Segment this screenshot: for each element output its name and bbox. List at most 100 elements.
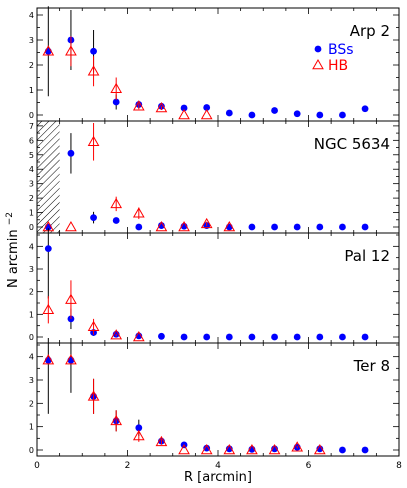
- bss-point: [248, 111, 256, 119]
- hb-point: [87, 390, 100, 401]
- series-hb: [42, 280, 145, 342]
- hb-point: [155, 101, 168, 113]
- hb-point: [291, 441, 304, 452]
- bss-point: [203, 104, 211, 111]
- y-tick-label: 0: [29, 446, 34, 455]
- bss-point: [293, 110, 301, 118]
- y-tick-label: 1: [29, 423, 34, 432]
- bss-point: [203, 333, 211, 341]
- hb-point: [42, 303, 55, 315]
- panel: 0 1 2 3 4 5 6 7 NGC 5634: [29, 120, 400, 234]
- y-tick-label: 1: [29, 86, 34, 95]
- bss-point: [90, 47, 97, 55]
- y-tick-label: 2: [29, 399, 34, 408]
- hb-point: [223, 443, 236, 455]
- hb-point: [313, 443, 326, 455]
- panel: 0 1 2 3 4 Ter 8: [29, 338, 400, 457]
- hb-point: [200, 108, 213, 120]
- hb-point: [110, 82, 123, 93]
- y-tick-label: 3: [29, 376, 34, 385]
- y-tick-label: 2: [29, 61, 34, 70]
- x-tick-label: 2: [125, 461, 131, 471]
- hb-point: [87, 135, 100, 147]
- hb-point: [200, 217, 213, 229]
- panel-frame: [36, 342, 400, 457]
- hb-point: [132, 330, 145, 342]
- bss-point: [361, 223, 369, 231]
- bss-point: [248, 333, 256, 341]
- y-tick-label: 6: [29, 136, 34, 145]
- bss-point: [293, 223, 301, 231]
- y-tick-label: 1: [29, 310, 34, 319]
- y-tick-label: 0: [29, 223, 34, 232]
- x-axis-label: R [arcmin]: [184, 470, 252, 485]
- bss-point: [112, 217, 120, 224]
- hb-point: [65, 45, 77, 56]
- x-tick-label: 8: [396, 461, 402, 471]
- bss-point: [225, 333, 233, 341]
- bss-point: [248, 223, 256, 231]
- bss-point: [180, 333, 188, 341]
- bss-point: [90, 214, 97, 222]
- hatched-region: [37, 121, 60, 233]
- y-tick-label: 3: [29, 265, 34, 274]
- y-axis-label: N arcmin −2: [5, 212, 21, 288]
- y-tick-label: 2: [29, 194, 34, 203]
- y-tick-label: 1: [29, 209, 34, 218]
- legend-bss-label: BSs: [328, 42, 354, 58]
- y-tick-label: 4: [29, 11, 34, 20]
- y-axis-label-main: N arcmin: [6, 229, 21, 288]
- panel: 0 1 2 3 4 Pal 12: [29, 228, 400, 344]
- hb-point: [132, 207, 145, 218]
- bss-point: [180, 104, 188, 112]
- bss-point: [339, 223, 346, 231]
- y-tick-label: 7: [29, 122, 34, 131]
- hb-point: [246, 443, 258, 455]
- bss-point: [271, 107, 278, 114]
- hb-point: [155, 220, 168, 232]
- legend-bss-marker: [314, 45, 322, 53]
- hb-point: [132, 100, 145, 111]
- hb-point: [42, 45, 55, 56]
- y-tick-label: 0: [29, 111, 34, 120]
- bss-point: [339, 333, 346, 341]
- hb-point: [200, 443, 213, 455]
- hb-point: [178, 108, 190, 120]
- panel-title: NGC 5634: [314, 135, 390, 153]
- bss-point: [339, 446, 346, 454]
- series-hb: [42, 36, 213, 120]
- y-tick-label: 4: [29, 353, 34, 362]
- bss-point: [293, 333, 301, 341]
- legend-hb-marker: [312, 58, 324, 70]
- y-tick-label: 4: [29, 242, 34, 251]
- x-axis: 0 2 4 6 8: [34, 461, 402, 471]
- panel-title: Arp 2: [350, 22, 390, 40]
- y-tick-label: 0: [29, 333, 34, 342]
- panel-title: Ter 8: [353, 357, 390, 375]
- hb-point: [268, 443, 281, 455]
- hb-point: [178, 443, 190, 455]
- bss-point: [158, 222, 165, 229]
- bss-point: [203, 444, 211, 452]
- y-tick-label: 3: [29, 180, 34, 189]
- panel-title: Pal 12: [344, 247, 390, 265]
- hb-point: [110, 329, 123, 340]
- bss-point: [158, 332, 165, 340]
- x-tick-label: 6: [306, 461, 312, 471]
- hb-point: [110, 197, 123, 209]
- hb-point: [132, 429, 145, 441]
- series-bss: [44, 6, 369, 119]
- bss-point: [135, 223, 143, 231]
- y-axis-label-exponent: −2: [5, 212, 15, 225]
- bss-point: [316, 111, 324, 119]
- bss-point: [225, 109, 233, 117]
- hb-point: [65, 293, 77, 304]
- legend-hb-label: HB: [328, 58, 348, 74]
- hb-point: [155, 435, 168, 447]
- bss-point: [316, 223, 324, 231]
- hb-point: [42, 354, 55, 365]
